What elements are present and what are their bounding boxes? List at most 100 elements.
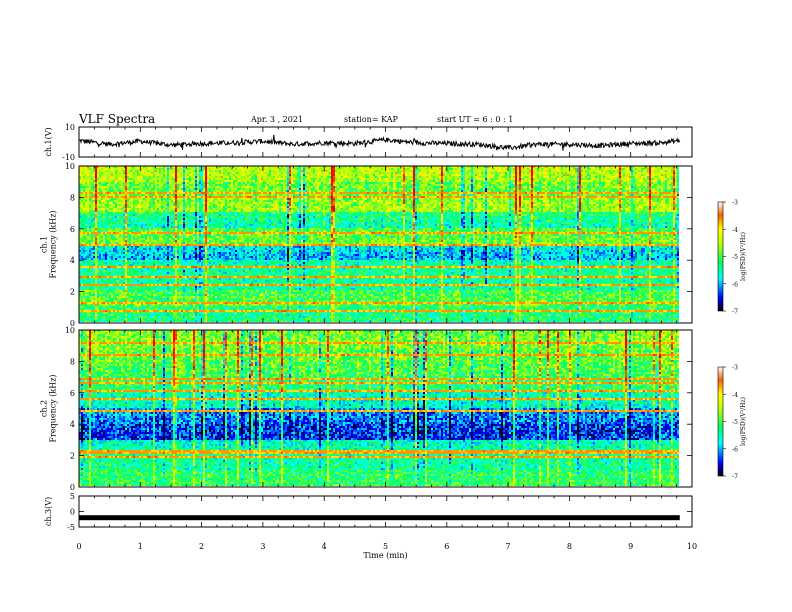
ch1-spec-cell [405, 168, 407, 170]
ch1-spec-cell [601, 170, 603, 172]
ch1-spec-cell [145, 180, 147, 182]
ch1-spec-cell [265, 172, 269, 174]
ch1-spec-cell [115, 178, 117, 180]
ch1-spec-cell [335, 182, 337, 184]
ch1-spec-cell [85, 170, 89, 172]
ch1-spec-cell [549, 174, 551, 176]
ch1-spec-cell [165, 168, 167, 170]
ch1-spec-cell [673, 174, 675, 176]
ch1-spec-cell [517, 174, 519, 176]
ch1-spec-cell [407, 178, 409, 180]
ch1-spec-cell [105, 180, 107, 182]
ch1-spec-cell [387, 168, 389, 170]
ch1-spec-cell [525, 170, 529, 172]
ch1-spec-cell [97, 174, 99, 176]
ch1-spec-cell [169, 176, 171, 178]
ch1-spec-cell [607, 174, 609, 176]
ch1-spec-cell [359, 174, 361, 176]
ch1-spec-cell [629, 174, 631, 176]
ch1-spec-cell [609, 174, 611, 176]
ch1-spec-cell [179, 178, 183, 180]
ch1-spec-cell [665, 180, 667, 182]
ch1-spec-cell [365, 184, 369, 186]
ch1-spec-cell [327, 174, 329, 176]
ch1-spec-cell [509, 180, 511, 182]
ch1-spec-cell [413, 172, 415, 174]
ch1-spec-cell [253, 182, 255, 184]
ch1-spec-cell [185, 174, 187, 176]
ch1-spec-cell [119, 170, 121, 172]
ch1-spec-cell [365, 180, 367, 182]
ch1-spec-cell [161, 174, 163, 176]
ch1-spec-cell [135, 170, 139, 172]
ch1-spec-cell [369, 184, 371, 186]
ch1-spec-cell [471, 170, 473, 172]
ch1-spec-cell [635, 178, 637, 180]
ch1-spec-cell [563, 182, 565, 184]
ch1-spec-cell [203, 178, 205, 180]
ch1-spec-cell [633, 182, 635, 184]
ch1-spec-cell [357, 178, 359, 180]
ch1-spec-cell [423, 180, 427, 182]
ch1-spec-cell [247, 174, 249, 176]
ch1-spec-cell [335, 172, 337, 174]
ch1-spec-cell [455, 172, 457, 174]
ch1-spec-cell [477, 174, 479, 176]
ch1-spec-cell [409, 172, 411, 174]
ch1-spec-cell [465, 182, 467, 184]
ch1-spec-cell [677, 182, 679, 184]
ch1-spec-cell [599, 182, 605, 184]
ch1-spec-cell [227, 184, 229, 186]
ch1-spec-cell [375, 180, 377, 182]
ch1-spec-cell [145, 172, 147, 174]
ch1-spec-cell [435, 174, 437, 176]
ch1-spec-cell [175, 174, 177, 176]
ch1-spec-cell [361, 176, 363, 178]
ch1-spec-cell [393, 180, 395, 182]
ch1-spec-cell [149, 170, 151, 172]
ch1-spec-cell [455, 176, 459, 178]
ch1-spec-cell [577, 172, 579, 174]
ch1-spec-cell [495, 180, 499, 182]
ch1-spec-cell [285, 170, 287, 172]
ch1-spec-cell [185, 178, 187, 180]
ch1-spec-cell [249, 174, 251, 176]
ch1-spec-cell [89, 172, 91, 174]
ch1-spec-cell [483, 180, 485, 182]
ch1-spec-cell [181, 182, 183, 184]
ch1-spec-cell [531, 170, 533, 172]
ch1-spec-cell [669, 168, 671, 170]
ch1-spec-cell [677, 174, 679, 176]
ch1-spec-cell [497, 182, 501, 184]
ch1-spec-cell [469, 176, 471, 178]
ch1-spec-cell [233, 174, 235, 176]
ch1-spec-cell [151, 178, 153, 180]
ch1-spec-cell [595, 172, 597, 174]
ch1-spec-cell [171, 170, 173, 172]
ch1-spec-cell [177, 168, 181, 170]
ch1-spec-cell [333, 172, 335, 174]
ch1-spec-cell [301, 170, 303, 172]
ch1-spec-cell [601, 168, 603, 170]
ch1-spec-cell [381, 182, 383, 184]
ch1-spec-cell [595, 178, 597, 180]
ch1-spec-cell [109, 172, 113, 174]
ch1-spec-cell [505, 178, 507, 180]
ch1-spec-cell [675, 172, 677, 174]
ch1-spec-cell [469, 174, 471, 176]
ch1-spec-cell [289, 184, 291, 186]
ch1-spec-cell [461, 174, 463, 176]
ch1-spec-cell [247, 178, 249, 180]
ch1-spec-cell [81, 182, 83, 184]
ch1-spec-cell [175, 170, 177, 172]
ch1-spec-cell [375, 170, 377, 172]
ch1-spec-cell [183, 174, 185, 176]
ch1-spec-cell [145, 168, 147, 170]
ch1-spec-cell [501, 170, 505, 172]
ch1-spec-cell [329, 168, 331, 170]
ch1-spec-cell [273, 176, 275, 178]
ch1-spec-cell [371, 178, 373, 180]
ch1-spec-cell [537, 176, 539, 178]
ch1-spec-cell [653, 176, 655, 178]
ch1-spec-cell [611, 180, 613, 182]
